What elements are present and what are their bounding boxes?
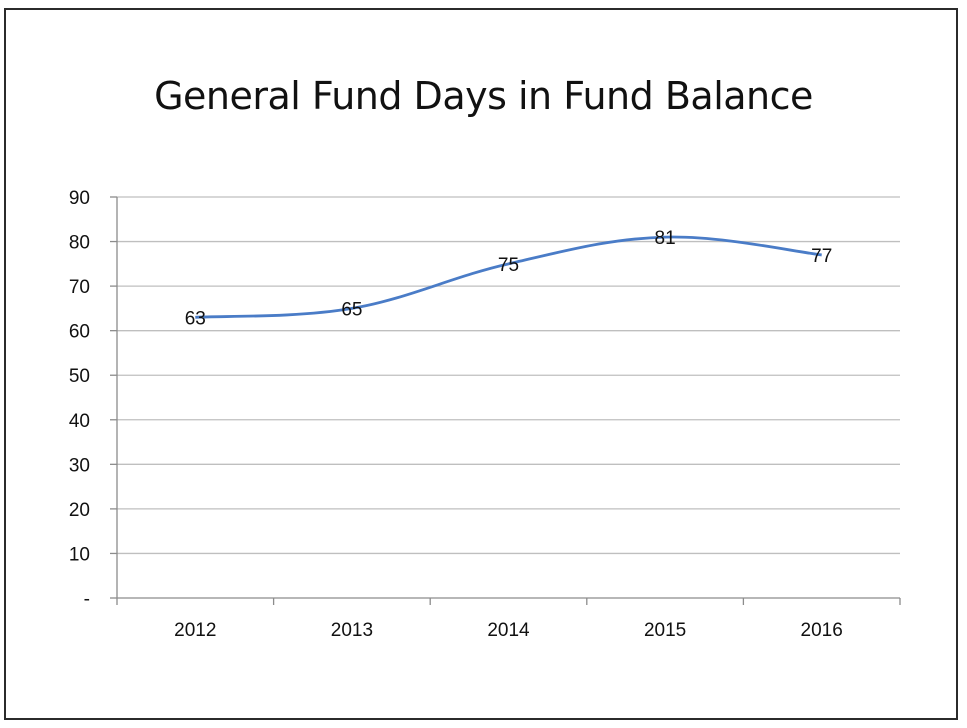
data-label: 65 <box>341 299 362 320</box>
y-tick-label: 90 <box>69 188 90 209</box>
y-tick-label: 60 <box>69 322 90 343</box>
data-label: 77 <box>811 246 832 267</box>
y-tick-label: 40 <box>69 411 90 432</box>
data-label: 63 <box>185 308 206 329</box>
series-line <box>195 235 822 319</box>
y-tick-label: 10 <box>69 544 90 565</box>
data-label: 81 <box>655 228 676 249</box>
y-tick-label: 70 <box>69 277 90 298</box>
chart-frame <box>4 8 958 720</box>
y-tick-label: - <box>84 589 90 610</box>
x-tick-label: 2012 <box>174 620 216 641</box>
x-tick-label: 2015 <box>644 620 686 641</box>
y-tick-label: 80 <box>69 233 90 254</box>
data-label: 75 <box>498 255 519 276</box>
x-tick-label: 2014 <box>487 620 530 641</box>
chart-title: General Fund Days in Fund Balance <box>154 74 813 118</box>
x-tick-label: 2013 <box>331 620 373 641</box>
y-tick-label: 20 <box>69 500 90 521</box>
y-tick-label: 50 <box>69 366 90 387</box>
y-tick-label: 30 <box>69 455 90 476</box>
x-tick-label: 2016 <box>801 620 843 641</box>
